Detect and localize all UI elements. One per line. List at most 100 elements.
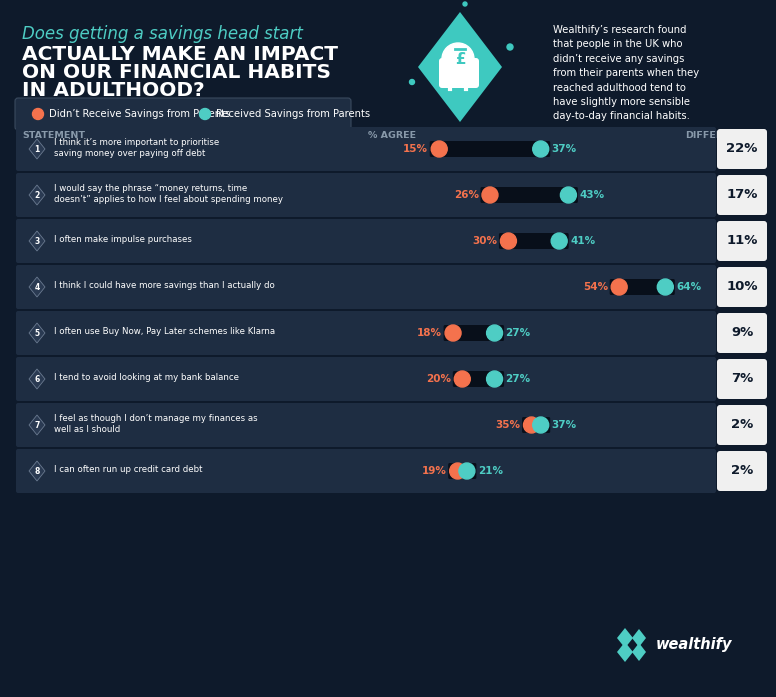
FancyBboxPatch shape: [430, 141, 550, 157]
FancyBboxPatch shape: [522, 417, 550, 433]
FancyBboxPatch shape: [439, 58, 479, 88]
FancyBboxPatch shape: [717, 451, 767, 491]
Text: 27%: 27%: [506, 328, 531, 338]
Polygon shape: [418, 12, 502, 122]
Polygon shape: [617, 628, 633, 648]
FancyBboxPatch shape: [717, 221, 767, 261]
Text: % AGREE: % AGREE: [368, 132, 416, 141]
Text: 20%: 20%: [426, 374, 452, 384]
Polygon shape: [29, 461, 45, 481]
FancyBboxPatch shape: [610, 279, 675, 295]
Text: 1: 1: [34, 144, 40, 153]
Circle shape: [33, 109, 43, 119]
Polygon shape: [29, 323, 45, 343]
Text: 5: 5: [34, 328, 40, 337]
Circle shape: [487, 371, 503, 387]
FancyBboxPatch shape: [16, 403, 716, 447]
FancyBboxPatch shape: [717, 129, 767, 169]
Text: 15%: 15%: [404, 144, 428, 154]
Circle shape: [431, 141, 447, 157]
FancyBboxPatch shape: [16, 265, 716, 309]
Text: I tend to avoid looking at my bank balance: I tend to avoid looking at my bank balan…: [54, 374, 239, 383]
Polygon shape: [617, 642, 633, 662]
Polygon shape: [632, 643, 646, 661]
Circle shape: [501, 233, 517, 249]
Text: 35%: 35%: [496, 420, 521, 430]
Text: 7: 7: [34, 420, 40, 429]
Text: I often use Buy Now, Pay Later schemes like Klarna: I often use Buy Now, Pay Later schemes l…: [54, 328, 275, 337]
Text: 41%: 41%: [570, 236, 595, 246]
Polygon shape: [29, 415, 45, 435]
Text: Wealthify’s research found
that people in the UK who
didn’t receive any savings
: Wealthify’s research found that people i…: [553, 25, 699, 121]
Text: 7%: 7%: [731, 372, 753, 385]
Circle shape: [454, 371, 470, 387]
Text: 18%: 18%: [417, 328, 442, 338]
Polygon shape: [29, 139, 45, 159]
FancyBboxPatch shape: [480, 187, 578, 203]
FancyBboxPatch shape: [499, 233, 569, 249]
Text: 11%: 11%: [726, 234, 757, 247]
Text: 43%: 43%: [580, 190, 605, 200]
Circle shape: [410, 79, 414, 84]
Text: 10%: 10%: [726, 280, 757, 293]
Text: I would say the phrase “money returns, time
doesn’t” applies to how I feel about: I would say the phrase “money returns, t…: [54, 184, 283, 204]
Text: I can often run up credit card debt: I can often run up credit card debt: [54, 466, 203, 475]
Text: I think it’s more important to prioritise
saving money over paying off debt: I think it’s more important to prioritis…: [54, 138, 220, 158]
Polygon shape: [29, 369, 45, 389]
Text: 54%: 54%: [583, 282, 608, 292]
Polygon shape: [29, 277, 45, 297]
Circle shape: [459, 463, 475, 479]
Circle shape: [533, 141, 549, 157]
Circle shape: [657, 279, 674, 295]
Text: 37%: 37%: [552, 144, 577, 154]
FancyBboxPatch shape: [717, 313, 767, 353]
Text: Didn’t Receive Savings from Parents: Didn’t Receive Savings from Parents: [49, 109, 230, 119]
Text: I think I could have more savings than I actually do: I think I could have more savings than I…: [54, 282, 275, 291]
FancyBboxPatch shape: [16, 357, 716, 401]
Circle shape: [533, 417, 549, 433]
Text: 9%: 9%: [731, 326, 753, 339]
FancyBboxPatch shape: [16, 173, 716, 217]
Text: 3: 3: [34, 236, 40, 245]
FancyBboxPatch shape: [15, 98, 351, 130]
Text: I often make impulse purchases: I often make impulse purchases: [54, 236, 192, 245]
Polygon shape: [29, 231, 45, 251]
Text: 64%: 64%: [677, 282, 702, 292]
Text: 27%: 27%: [506, 374, 531, 384]
Text: 37%: 37%: [552, 420, 577, 430]
Text: ON OUR FINANCIAL HABITS: ON OUR FINANCIAL HABITS: [22, 63, 331, 82]
FancyBboxPatch shape: [717, 405, 767, 445]
FancyBboxPatch shape: [452, 371, 504, 387]
Text: 17%: 17%: [726, 188, 757, 201]
Circle shape: [507, 44, 513, 50]
FancyBboxPatch shape: [717, 359, 767, 399]
Text: £: £: [455, 52, 466, 66]
FancyBboxPatch shape: [449, 463, 476, 479]
Text: ACTUALLY MAKE AN IMPACT: ACTUALLY MAKE AN IMPACT: [22, 45, 338, 64]
Text: 2%: 2%: [731, 418, 753, 431]
Circle shape: [482, 187, 498, 203]
Text: Does getting a savings head start: Does getting a savings head start: [22, 25, 303, 43]
Circle shape: [199, 109, 210, 119]
FancyBboxPatch shape: [717, 267, 767, 307]
Text: 6: 6: [34, 374, 40, 383]
FancyBboxPatch shape: [16, 449, 716, 493]
Circle shape: [487, 325, 503, 341]
Text: 19%: 19%: [422, 466, 447, 476]
FancyBboxPatch shape: [16, 311, 716, 355]
Circle shape: [560, 187, 577, 203]
Circle shape: [524, 417, 539, 433]
Text: 21%: 21%: [478, 466, 503, 476]
FancyBboxPatch shape: [16, 127, 716, 171]
Text: DIFFERENCE: DIFFERENCE: [685, 132, 751, 141]
Text: 4: 4: [34, 282, 40, 291]
Text: 26%: 26%: [454, 190, 479, 200]
FancyBboxPatch shape: [444, 325, 504, 341]
Circle shape: [449, 463, 466, 479]
Text: I feel as though I don’t manage my finances as
well as I should: I feel as though I don’t manage my finan…: [54, 414, 258, 434]
Text: IN ADULTHOOD?: IN ADULTHOOD?: [22, 81, 205, 100]
Circle shape: [463, 2, 467, 6]
Polygon shape: [632, 629, 646, 647]
Text: wealthify: wealthify: [656, 638, 733, 652]
Circle shape: [611, 279, 627, 295]
